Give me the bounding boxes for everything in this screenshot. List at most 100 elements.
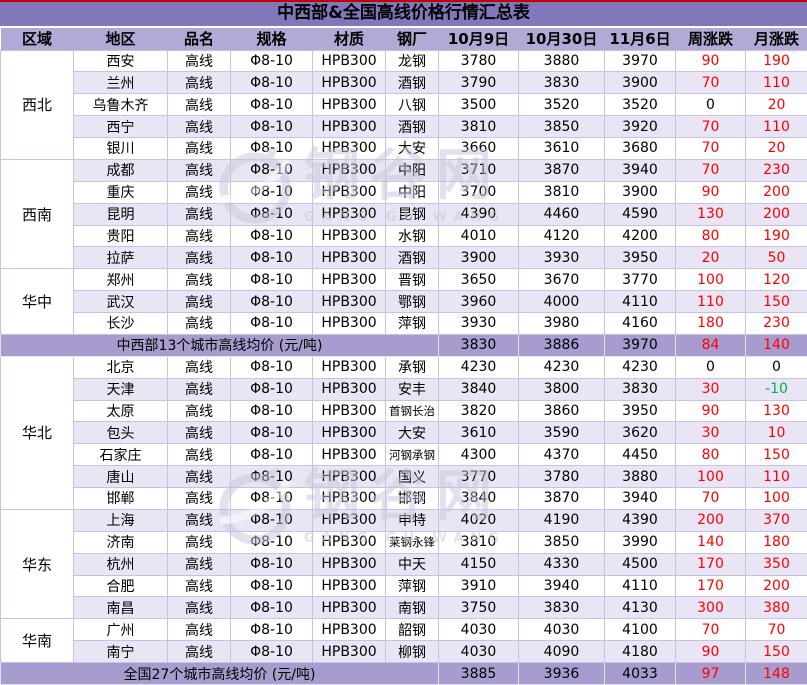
mill-cell: 大安 xyxy=(385,421,439,445)
month-change-cell: 70 xyxy=(745,618,807,642)
week-change-cell: 200 xyxy=(675,508,746,532)
city-cell: 昆明 xyxy=(73,202,168,226)
spec-cell: Φ8-10 xyxy=(230,377,313,401)
price-nov6-cell: 3620 xyxy=(604,421,676,445)
mill-cell: 安丰 xyxy=(385,377,439,401)
material-header: 材质 xyxy=(312,28,386,50)
month-change-cell: 50 xyxy=(745,246,807,270)
price-nov6-cell: 4130 xyxy=(604,596,676,620)
material-cell: HPB300 xyxy=(312,421,386,445)
price-nov6-cell: 4110 xyxy=(604,574,676,598)
product-cell: 高线 xyxy=(167,596,231,620)
table-row: 贵阳 高线 Φ8-10 HPB300 水钢 4010 4120 4200 80 190 xyxy=(1,224,807,248)
week-change-cell: 0 xyxy=(675,93,746,117)
material-cell: HPB300 xyxy=(312,246,386,270)
price-nov6-cell: 3950 xyxy=(604,246,676,270)
month-change-cell: 230 xyxy=(745,312,807,335)
table-row: 杭州 高线 Φ8-10 HPB300 中天 4150 4330 4500 170 350 xyxy=(1,552,807,576)
table-row: 唐山 高线 Φ8-10 HPB300 国义 3770 3780 3880 100 110 xyxy=(1,465,807,488)
mill-cell: 大安 xyxy=(385,137,439,160)
week-change-cell: 20 xyxy=(675,246,746,270)
product-cell: 高线 xyxy=(167,530,231,554)
price-oct9-cell: 3500 xyxy=(438,93,519,117)
table-row: 华北 北京 高线 Φ8-10 HPB300 承钢 4230 4230 4230 0 0 xyxy=(0,355,807,510)
price-oct9-cell: 3840 xyxy=(438,377,519,401)
mill-cell: 中阳 xyxy=(385,180,439,204)
spec-cell: Φ8-10 xyxy=(230,202,313,226)
week-change-cell: 100 xyxy=(675,268,746,292)
mill-cell: 水钢 xyxy=(385,224,439,248)
header-row: 区域 地区 品名 规格 材质 钢厂 10月9日 10月30日 11月6日 周涨跌 月涨跌 xyxy=(0,28,807,50)
mill-cell: 萍钢 xyxy=(385,312,439,335)
table-row: 西北 西安 高线 Φ8-10 HPB300 龙钢 3780 3880 3970 90 190 xyxy=(0,49,807,160)
mill-cell: 首钢长治 xyxy=(385,399,439,423)
week-change-cell: 90 xyxy=(675,399,746,423)
price-nov6-cell: 3940 xyxy=(604,487,676,510)
price-oct9-cell: 4230 xyxy=(438,355,519,379)
week-change-cell: 140 xyxy=(675,530,746,554)
table-row: 乌鲁木齐 高线 Φ8-10 HPB300 八钢 3500 3520 3520 0 20 xyxy=(1,93,807,117)
product-cell: 高线 xyxy=(167,49,231,73)
city-cell: 西安 xyxy=(73,49,168,73)
product-cell: 高线 xyxy=(167,71,231,95)
material-cell: HPB300 xyxy=(312,202,386,226)
price-nov6-cell: 3940 xyxy=(604,158,676,182)
week-change-cell: 70 xyxy=(675,137,746,160)
material-cell: HPB300 xyxy=(312,290,386,313)
price-oct30-cell: 3610 xyxy=(518,137,605,160)
summary-row: 全国27个城市高线均价 (元/吨) 3885 3936 4033 97 148 xyxy=(0,662,807,685)
table-row: 重庆 高线 Φ8-10 HPB300 中阳 3700 3810 3900 90 200 xyxy=(1,180,807,204)
month-change-cell: 110 xyxy=(745,71,807,95)
price-nov6-cell: 3830 xyxy=(604,377,676,401)
price-oct30-cell: 4330 xyxy=(518,552,605,576)
material-cell: HPB300 xyxy=(312,399,386,423)
spec-cell: Φ8-10 xyxy=(230,224,313,248)
spec-cell: Φ8-10 xyxy=(230,93,313,117)
spec-cell: Φ8-10 xyxy=(230,443,313,467)
price-oct30-cell: 3870 xyxy=(518,487,605,510)
price-nov6-cell: 3900 xyxy=(604,180,676,204)
week-change-cell: 70 xyxy=(675,618,746,642)
city-cell: 拉萨 xyxy=(73,246,168,270)
spec-header: 规格 xyxy=(230,28,313,50)
material-cell: HPB300 xyxy=(312,49,386,73)
price-nov6-cell: 4160 xyxy=(604,312,676,335)
table-row: 华南 广州 高线 Φ8-10 HPB300 韶钢 4030 4030 4100 70 70 xyxy=(0,618,807,663)
price-oct30-cell: 3670 xyxy=(518,268,605,292)
product-cell: 高线 xyxy=(167,465,231,488)
spec-cell: Φ8-10 xyxy=(230,246,313,270)
region-header: 区域 xyxy=(0,28,74,50)
week-change-cell: 300 xyxy=(675,596,746,620)
week-change-cell: 90 xyxy=(675,180,746,204)
price-oct9-cell: 3650 xyxy=(438,268,519,292)
city-cell: 邯郸 xyxy=(73,487,168,510)
city-cell: 唐山 xyxy=(73,465,168,488)
mill-cell: 柳钢 xyxy=(385,640,439,663)
city-cell: 太原 xyxy=(73,399,168,423)
city-cell: 银川 xyxy=(73,137,168,160)
material-cell: HPB300 xyxy=(312,530,386,554)
week-change-cell: 170 xyxy=(675,552,746,576)
table-row: 包头 高线 Φ8-10 HPB300 大安 3610 3590 3620 30 10 xyxy=(1,421,807,445)
price-oct30-cell: 3940 xyxy=(518,574,605,598)
spec-cell: Φ8-10 xyxy=(230,508,313,532)
price-oct9-header: 10月9日 xyxy=(438,28,519,50)
city-cell: 乌鲁木齐 xyxy=(73,93,168,117)
table-row: 华东 上海 高线 Φ8-10 HPB300 申特 4020 4190 4390 200 370 xyxy=(0,508,807,620)
price-nov6-cell: 4200 xyxy=(604,224,676,248)
month-change-summary-cell: 140 xyxy=(745,333,807,357)
price-oct30-cell: 4030 xyxy=(518,618,605,642)
material-cell: HPB300 xyxy=(312,618,386,642)
price-oct30-cell: 4090 xyxy=(518,640,605,663)
region-cell: 西南 xyxy=(0,158,74,270)
price-nov6-cell: 3770 xyxy=(604,268,676,292)
price-oct30-cell: 3870 xyxy=(518,158,605,182)
table-row: 南宁 高线 Φ8-10 HPB300 柳钢 4030 4090 4180 90 150 xyxy=(1,640,807,663)
product-cell: 高线 xyxy=(167,268,231,292)
price-oct30-summary-cell: 3936 xyxy=(518,662,605,685)
price-nov6-summary-cell: 4033 xyxy=(604,662,676,685)
table-row: 天津 高线 Φ8-10 HPB300 安丰 3840 3800 3830 30 -10 xyxy=(1,377,807,401)
price-oct30-cell: 3850 xyxy=(518,115,605,138)
price-oct9-cell: 3700 xyxy=(438,180,519,204)
